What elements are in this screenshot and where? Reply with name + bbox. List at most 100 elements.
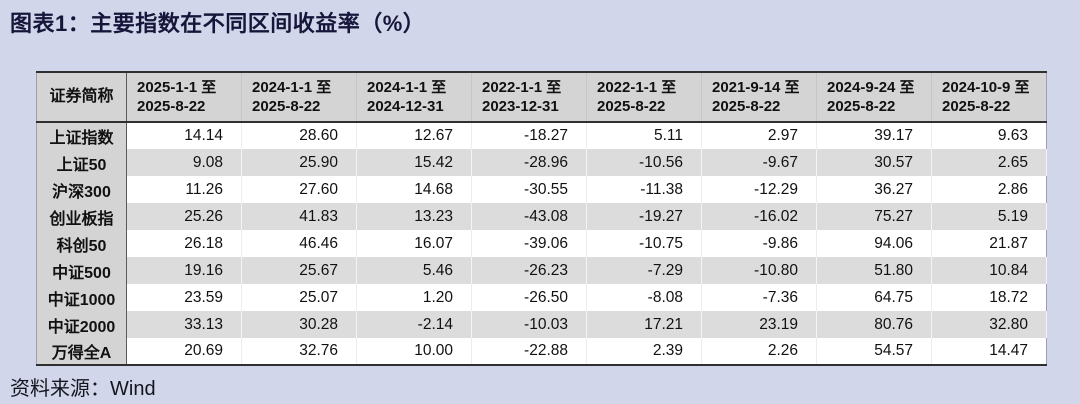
index-name-cell: 万得全A xyxy=(36,338,127,365)
table-row: 科创50 26.18 46.46 16.07 -39.06 -10.75 -9.86 94.0… xyxy=(36,230,1047,257)
return-value-cell: 75.27 xyxy=(816,203,932,230)
return-value-cell: -12.29 xyxy=(701,176,817,203)
return-value-cell: 2.65 xyxy=(931,149,1047,176)
return-value-cell: 5.11 xyxy=(586,122,702,149)
return-value-cell: -28.96 xyxy=(471,149,587,176)
return-value-cell: -30.55 xyxy=(471,176,587,203)
return-value-cell: -19.27 xyxy=(586,203,702,230)
header-row: 证券简称 2025-1-1 至 2025-8-22 2024-1-1 至 202… xyxy=(36,72,1047,122)
return-value-cell: 15.42 xyxy=(356,149,472,176)
return-value-cell: 26.18 xyxy=(126,230,242,257)
return-value-cell: 2.86 xyxy=(931,176,1047,203)
table-row: 中证1000 23.59 25.07 1.20 -26.50 -8.08 -7.36 64.7… xyxy=(36,284,1047,311)
return-value-cell: -9.67 xyxy=(701,149,817,176)
return-value-cell: 32.76 xyxy=(241,338,357,365)
return-value-cell: 18.72 xyxy=(931,284,1047,311)
index-name-cell: 中证500 xyxy=(36,257,127,284)
return-value-cell: 17.21 xyxy=(586,311,702,338)
return-value-cell: 80.76 xyxy=(816,311,932,338)
figure-title: 图表1：主要指数在不同区间收益率（%） xyxy=(10,11,426,36)
source-note: 资料来源：Wind xyxy=(10,378,156,400)
return-value-cell: 10.00 xyxy=(356,338,472,365)
table-row: 万得全A 20.69 32.76 10.00 -22.88 2.39 2.26 54.57 14… xyxy=(36,338,1047,365)
return-value-cell: 32.80 xyxy=(931,311,1047,338)
index-name-cell: 沪深300 xyxy=(36,176,127,203)
return-value-cell: 14.14 xyxy=(126,122,242,149)
return-value-cell: -39.06 xyxy=(471,230,587,257)
return-value-cell: 64.75 xyxy=(816,284,932,311)
return-value-cell: 20.69 xyxy=(126,338,242,365)
column-header-period: 2022-1-1 至 2025-8-22 xyxy=(586,72,702,122)
return-value-cell: 14.47 xyxy=(931,338,1047,365)
column-header-period: 2024-10-9 至 2025-8-22 xyxy=(931,72,1047,122)
index-name-cell: 创业板指 xyxy=(36,203,127,230)
index-name-cell: 中证2000 xyxy=(36,311,127,338)
return-value-cell: -10.03 xyxy=(471,311,587,338)
return-value-cell: 14.68 xyxy=(356,176,472,203)
return-value-cell: 5.19 xyxy=(931,203,1047,230)
return-value-cell: 12.67 xyxy=(356,122,472,149)
column-header-period: 2021-9-14 至 2025-8-22 xyxy=(701,72,817,122)
return-value-cell: 51.80 xyxy=(816,257,932,284)
return-value-cell: 41.83 xyxy=(241,203,357,230)
return-value-cell: 16.07 xyxy=(356,230,472,257)
return-value-cell: -43.08 xyxy=(471,203,587,230)
table-row: 上证指数 14.14 28.60 12.67 -18.27 5.11 2.97 39.17 9.… xyxy=(36,122,1047,149)
return-value-cell: 25.67 xyxy=(241,257,357,284)
column-header-period: 2022-1-1 至 2023-12-31 xyxy=(471,72,587,122)
column-header-period: 2024-1-1 至 2025-8-22 xyxy=(241,72,357,122)
return-value-cell: 13.23 xyxy=(356,203,472,230)
index-name-cell: 上证指数 xyxy=(36,122,127,149)
return-value-cell: 2.39 xyxy=(586,338,702,365)
table-row: 中证2000 33.13 30.28 -2.14 -10.03 17.21 23.19 80.… xyxy=(36,311,1047,338)
return-value-cell: 25.90 xyxy=(241,149,357,176)
column-header-period: 2024-1-1 至 2024-12-31 xyxy=(356,72,472,122)
return-value-cell: -7.29 xyxy=(586,257,702,284)
return-value-cell: -10.75 xyxy=(586,230,702,257)
return-value-cell: 21.87 xyxy=(931,230,1047,257)
return-value-cell: -8.08 xyxy=(586,284,702,311)
return-value-cell: 10.84 xyxy=(931,257,1047,284)
returns-table-container: 证券简称 2025-1-1 至 2025-8-22 2024-1-1 至 202… xyxy=(36,71,1047,366)
return-value-cell: 94.06 xyxy=(816,230,932,257)
return-value-cell: 27.60 xyxy=(241,176,357,203)
return-value-cell: -2.14 xyxy=(356,311,472,338)
column-header-name: 证券简称 xyxy=(36,72,127,122)
return-value-cell: 46.46 xyxy=(241,230,357,257)
return-value-cell: -10.56 xyxy=(586,149,702,176)
return-value-cell: 2.26 xyxy=(701,338,817,365)
return-value-cell: -7.36 xyxy=(701,284,817,311)
table-row: 中证500 19.16 25.67 5.46 -26.23 -7.29 -10.80 51.8… xyxy=(36,257,1047,284)
return-value-cell: -22.88 xyxy=(471,338,587,365)
table-row: 上证50 9.08 25.90 15.42 -28.96 -10.56 -9.67 30.57… xyxy=(36,149,1047,176)
return-value-cell: -26.23 xyxy=(471,257,587,284)
column-header-period: 2025-1-1 至 2025-8-22 xyxy=(126,72,242,122)
return-value-cell: -18.27 xyxy=(471,122,587,149)
return-value-cell: -9.86 xyxy=(701,230,817,257)
return-value-cell: 1.20 xyxy=(356,284,472,311)
return-value-cell: 5.46 xyxy=(356,257,472,284)
returns-table: 证券简称 2025-1-1 至 2025-8-22 2024-1-1 至 202… xyxy=(36,71,1047,366)
return-value-cell: 30.28 xyxy=(241,311,357,338)
return-value-cell: 39.17 xyxy=(816,122,932,149)
return-value-cell: 23.19 xyxy=(701,311,817,338)
index-name-cell: 中证1000 xyxy=(36,284,127,311)
return-value-cell: 25.07 xyxy=(241,284,357,311)
return-value-cell: 2.97 xyxy=(701,122,817,149)
return-value-cell: 19.16 xyxy=(126,257,242,284)
return-value-cell: -11.38 xyxy=(586,176,702,203)
return-value-cell: 28.60 xyxy=(241,122,357,149)
returns-table-body: 上证指数 14.14 28.60 12.67 -18.27 5.11 2.97 39.17 9.… xyxy=(36,122,1047,365)
return-value-cell: 23.59 xyxy=(126,284,242,311)
return-value-cell: 9.63 xyxy=(931,122,1047,149)
return-value-cell: 25.26 xyxy=(126,203,242,230)
return-value-cell: -16.02 xyxy=(701,203,817,230)
return-value-cell: 30.57 xyxy=(816,149,932,176)
return-value-cell: 11.26 xyxy=(126,176,242,203)
return-value-cell: -26.50 xyxy=(471,284,587,311)
return-value-cell: -10.80 xyxy=(701,257,817,284)
return-value-cell: 9.08 xyxy=(126,149,242,176)
index-name-cell: 科创50 xyxy=(36,230,127,257)
column-header-period: 2024-9-24 至 2025-8-22 xyxy=(816,72,932,122)
